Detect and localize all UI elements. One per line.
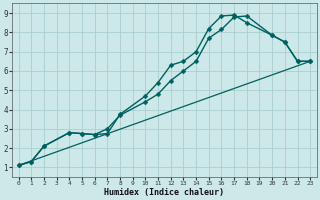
X-axis label: Humidex (Indice chaleur): Humidex (Indice chaleur) (104, 188, 224, 197)
